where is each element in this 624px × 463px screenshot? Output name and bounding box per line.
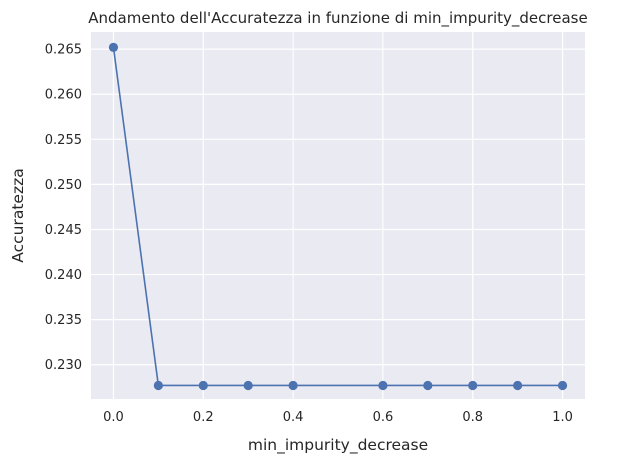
y-tick-label: 0.255 bbox=[45, 133, 82, 148]
data-point bbox=[468, 380, 478, 391]
y-axis-ticks: 0.230 0.235 0.240 0.245 0.250 0.255 0.260 0.265 bbox=[45, 43, 82, 374]
x-axis-ticks: 0.0 0.2 0.4 0.6 0.8 1.0 bbox=[103, 410, 573, 425]
x-tick-label: 0.6 bbox=[373, 410, 394, 425]
series-line bbox=[112, 47, 563, 387]
y-tick-label: 0.240 bbox=[45, 268, 82, 283]
data-point bbox=[513, 380, 523, 391]
data-point bbox=[198, 380, 208, 391]
y-tick-label: 0.230 bbox=[45, 358, 82, 373]
x-tick-label: 0.0 bbox=[103, 410, 124, 425]
y-tick-label: 0.265 bbox=[45, 43, 82, 58]
y-tick-label: 0.235 bbox=[45, 313, 82, 328]
plot-area bbox=[91, 32, 585, 399]
x-axis-label: min_impurity_decrease bbox=[248, 436, 428, 455]
x-tick-label: 0.4 bbox=[283, 410, 304, 425]
x-tick-label: 0.2 bbox=[193, 410, 214, 425]
data-point bbox=[423, 380, 433, 391]
data-point bbox=[557, 380, 568, 391]
y-tick-label: 0.250 bbox=[45, 178, 82, 193]
y-tick-label: 0.260 bbox=[45, 88, 82, 103]
data-point bbox=[378, 380, 388, 391]
grid bbox=[91, 32, 585, 399]
x-tick-label: 0.8 bbox=[462, 410, 483, 425]
series-group bbox=[108, 42, 568, 391]
data-point bbox=[108, 42, 119, 52]
data-point bbox=[288, 380, 298, 391]
data-point bbox=[153, 380, 163, 391]
data-point bbox=[243, 380, 253, 391]
y-axis-label: Accuratezza bbox=[9, 168, 27, 262]
y-tick-label: 0.245 bbox=[45, 223, 82, 238]
chart-title: Andamento dell'Accuratezza in funzione d… bbox=[88, 9, 587, 28]
x-tick-label: 1.0 bbox=[552, 410, 573, 425]
